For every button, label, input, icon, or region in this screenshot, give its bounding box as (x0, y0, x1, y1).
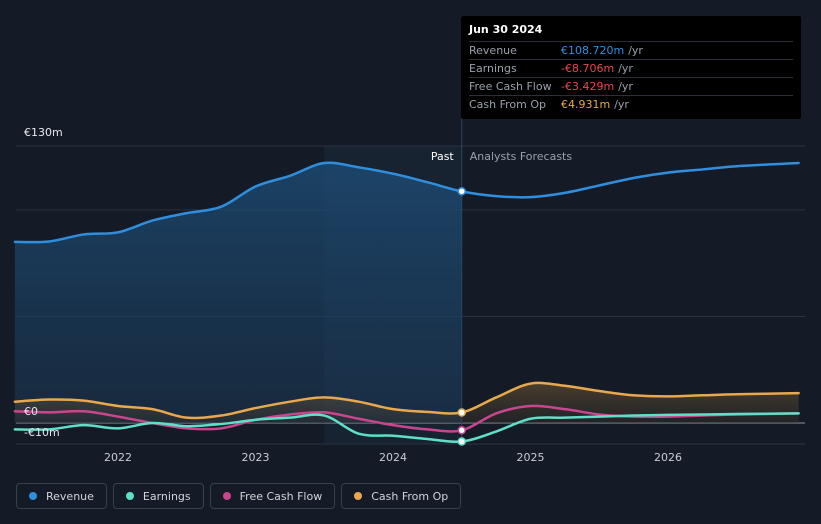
x-tick-label: 2026 (654, 451, 682, 464)
marker-free-cash-flow (457, 426, 466, 435)
tooltip-row-value: -€3.429m (561, 80, 615, 93)
tooltip-row-value: -€8.706m (561, 62, 615, 75)
legend-label: Free Cash Flow (239, 489, 323, 503)
legend-label: Earnings (142, 489, 191, 503)
legend-item-cash-from-op[interactable]: Cash From Op (341, 483, 462, 509)
series-line-free-cash-flow (13, 404, 800, 433)
series-line-revenue (13, 161, 800, 244)
tooltip-row-label: Cash From Op (469, 98, 547, 111)
y-tick-label: €130m (24, 126, 63, 139)
x-tick-label: 2023 (242, 451, 270, 464)
tooltip-row-value: €108.720m (561, 44, 625, 57)
tooltip-row: Earnings -€8.706m/yr (469, 59, 793, 77)
tooltip-panel: Jun 30 2024 Revenue €108.720m/yr Earnings -… (461, 16, 801, 119)
tooltip-row-unit: /yr (628, 44, 643, 57)
legend-item-free-cash-flow[interactable]: Free Cash Flow (209, 483, 336, 509)
tooltip-row-unit: /yr (614, 98, 629, 111)
marker-earnings (457, 437, 466, 446)
tooltip-date: Jun 30 2024 (469, 23, 543, 36)
revenue-area (14, 162, 462, 423)
legend-dot-icon (354, 492, 363, 500)
tooltip-row-unit: /yr (618, 80, 633, 93)
series-line-earnings (13, 412, 800, 444)
x-tick-label: 2024 (379, 451, 407, 464)
legend-item-revenue[interactable]: Revenue (16, 483, 107, 509)
tooltip-row: Revenue €108.720m/yr (469, 41, 793, 59)
legend: Revenue Earnings Free Cash Flow Cash From O… (16, 483, 462, 509)
x-tick-label: 2022 (104, 451, 132, 464)
marker-revenue (457, 187, 466, 196)
legend-label: Revenue (46, 489, 94, 503)
tooltip-row-value: €4.931m (561, 98, 611, 111)
legend-dot-icon (222, 492, 231, 500)
tooltip-row-label: Earnings (469, 62, 517, 75)
marker-cash-from-op (457, 408, 466, 417)
y-tick-label: €0 (24, 405, 38, 418)
y-tick-label: -€10m (24, 426, 60, 439)
legend-dot-icon (29, 492, 37, 500)
tooltip-row-unit: /yr (618, 62, 633, 75)
tooltip-row: Cash From Op €4.931m/yr (469, 95, 793, 113)
past-label: Past (431, 150, 455, 163)
legend-dot-icon (125, 492, 134, 500)
legend-item-earnings[interactable]: Earnings (112, 483, 204, 509)
tooltip-row-label: Free Cash Flow (469, 80, 552, 93)
tooltip-row: Free Cash Flow -€3.429m/yr (469, 77, 793, 95)
series-line-cash-from-op (13, 381, 800, 420)
legend-label: Cash From Op (371, 489, 449, 503)
cash-from-op-area (14, 382, 799, 423)
x-tick-label: 2025 (517, 451, 545, 464)
forecast-label: Analysts Forecasts (470, 150, 573, 163)
tooltip-row-label: Revenue (469, 44, 517, 57)
